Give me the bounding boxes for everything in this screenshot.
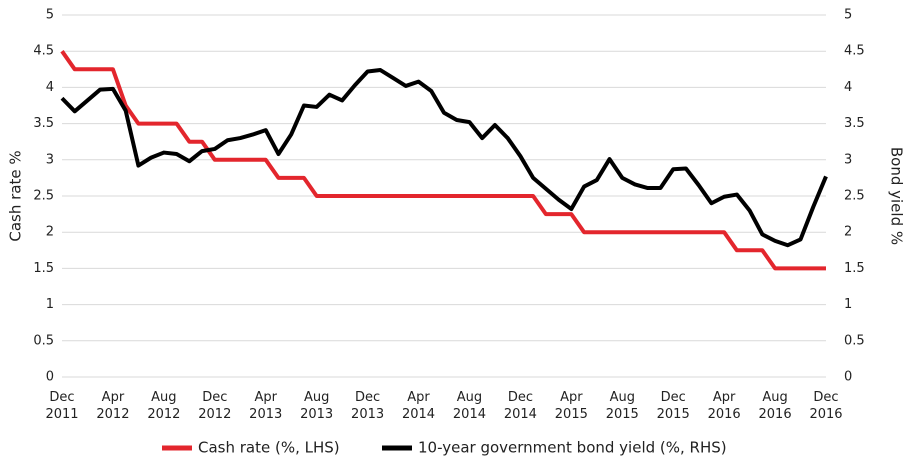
x-tick-label: Dec 2012 — [198, 390, 231, 422]
line-series — [60, 50, 826, 271]
y-tick-label: 0.5 — [33, 333, 54, 348]
y-tick-label: 3 — [46, 152, 54, 167]
y2-tick-label: 1 — [844, 297, 852, 312]
y-tick-label: 4.5 — [33, 44, 54, 59]
y2-tick-label: 3 — [844, 152, 852, 167]
y-tick-label: 1.5 — [33, 261, 54, 276]
y-tick-label: 4 — [46, 80, 54, 95]
x-tick-label: Aug 2012 — [147, 390, 180, 422]
x-tick-label: Dec 2011 — [45, 390, 78, 422]
y-tick-label: 0 — [46, 370, 54, 385]
legend-label: 10-year government bond yield (%, RHS) — [418, 439, 727, 457]
y2-tick-label: 3.5 — [844, 116, 865, 131]
x-tick-label: Apr 2015 — [555, 390, 588, 422]
y-tick-label: 1 — [46, 297, 54, 312]
y2-tick-label: 4.5 — [844, 44, 865, 59]
legend-label: Cash rate (%, LHS) — [198, 439, 340, 457]
x-tick-label: Apr 2012 — [96, 390, 129, 422]
x-tick-label: Apr 2013 — [249, 390, 282, 422]
x-tick-label: Dec 2013 — [351, 390, 384, 422]
y-tick-label: 3.5 — [33, 116, 54, 131]
y2-tick-label: 1.5 — [844, 261, 865, 276]
x-tick-label: Dec 2016 — [809, 390, 842, 422]
y2-axis-label: Bond yield % — [888, 147, 906, 245]
x-tick-label: Dec 2014 — [504, 390, 537, 422]
y-axis-label: Cash rate % — [7, 150, 25, 241]
x-tick-label: Apr 2014 — [402, 390, 435, 422]
y2-tick-label: 5 — [844, 8, 852, 23]
y-tick-label: 5 — [46, 8, 54, 23]
y2-tick-label: 2 — [844, 225, 852, 240]
x-tick-label: Dec 2015 — [657, 390, 690, 422]
x-tick-label: Aug 2014 — [453, 390, 486, 422]
y-tick-label: 2 — [46, 225, 54, 240]
y2-tick-label: 0.5 — [844, 333, 865, 348]
x-tick-label: Apr 2016 — [708, 390, 741, 422]
y2-tick-label: 4 — [844, 80, 852, 95]
y2-tick-label: 2.5 — [844, 189, 865, 204]
line-series — [60, 68, 828, 248]
y2-tick-label: 0 — [844, 370, 852, 385]
x-tick-label: Aug 2013 — [300, 390, 333, 422]
y-tick-label: 2.5 — [33, 189, 54, 204]
x-tick-label: Aug 2015 — [606, 390, 639, 422]
x-tick-label: Aug 2016 — [759, 390, 792, 422]
